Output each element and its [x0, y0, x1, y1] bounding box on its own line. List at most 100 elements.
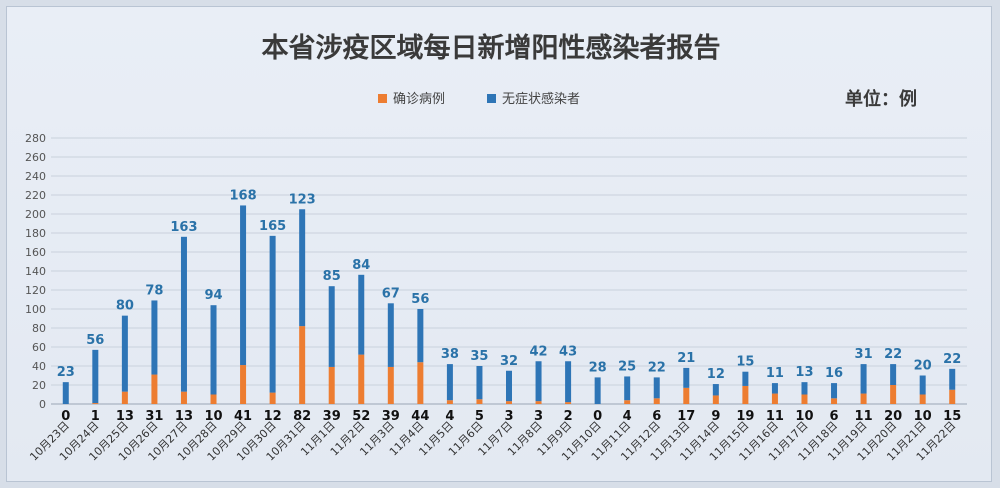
- bar-confirmed: [151, 374, 158, 404]
- bar-asymptomatic: [535, 361, 542, 402]
- y-tick-label: 220: [25, 189, 46, 202]
- bar-confirmed: [565, 402, 572, 404]
- bar-asymptomatic: [771, 383, 778, 394]
- data-label-asymptomatic: 22: [648, 360, 666, 375]
- bar-confirmed: [742, 385, 749, 404]
- bar-asymptomatic: [683, 367, 690, 388]
- data-label-asymptomatic: 31: [855, 347, 873, 362]
- data-label-asymptomatic: 80: [116, 299, 134, 314]
- data-label-asymptomatic: 85: [323, 269, 341, 284]
- data-label-confirmed: 17: [677, 409, 695, 424]
- bar-asymptomatic: [299, 209, 306, 327]
- data-label-asymptomatic: 32: [500, 354, 518, 369]
- bar-asymptomatic: [831, 383, 838, 399]
- legend-swatch-confirmed: [378, 94, 387, 103]
- data-label-asymptomatic: 35: [470, 349, 488, 364]
- data-label-confirmed: 31: [145, 409, 163, 424]
- data-label-confirmed: 0: [593, 409, 602, 424]
- data-label-asymptomatic: 56: [86, 333, 104, 348]
- bar-asymptomatic: [328, 286, 335, 367]
- data-label-confirmed: 39: [323, 409, 341, 424]
- data-label-asymptomatic: 12: [707, 367, 725, 382]
- y-tick-label: 180: [25, 227, 46, 240]
- bar-confirmed: [92, 403, 99, 404]
- data-label-confirmed: 6: [652, 409, 661, 424]
- data-label-asymptomatic: 13: [795, 365, 813, 380]
- bar-asymptomatic: [860, 364, 867, 394]
- data-label-confirmed: 10: [795, 409, 813, 424]
- bar-asymptomatic: [801, 382, 808, 395]
- data-label-asymptomatic: 94: [204, 288, 222, 303]
- bar-asymptomatic: [358, 274, 365, 355]
- bar-asymptomatic: [240, 205, 247, 366]
- bar-asymptomatic: [151, 300, 158, 375]
- bar-asymptomatic: [417, 309, 424, 363]
- y-tick-label: 140: [25, 265, 46, 278]
- data-label-asymptomatic: 23: [57, 365, 75, 380]
- gridlines: [51, 137, 967, 405]
- y-axis: 0 20 40 60 80 100 120 140 160 180 200 220 240 260 280: [25, 132, 46, 411]
- bar-asymptomatic: [594, 377, 601, 404]
- y-tick-label: 260: [25, 151, 46, 164]
- legend-swatch-asymptomatic: [487, 94, 496, 103]
- data-label-asymptomatic: 38: [441, 347, 459, 362]
- legend-label-asymptomatic: 无症状感染者: [502, 91, 580, 107]
- bar-confirmed: [712, 395, 719, 404]
- y-tick-label: 40: [32, 360, 46, 373]
- bar-confirmed: [890, 385, 897, 404]
- data-label-confirmed: 11: [855, 409, 873, 424]
- bar-asymptomatic: [446, 364, 453, 401]
- data-label-confirmed: 0: [61, 409, 70, 424]
- bar-asymptomatic: [506, 370, 512, 402]
- bar-confirmed: [624, 400, 631, 404]
- bar-asymptomatic: [269, 235, 276, 393]
- data-label-asymptomatic: 22: [884, 347, 902, 362]
- data-label-asymptomatic: 56: [411, 292, 429, 307]
- data-label-asymptomatic: 163: [170, 220, 197, 235]
- data-label-confirmed: 39: [382, 409, 400, 424]
- bar-asymptomatic: [653, 377, 660, 399]
- data-label-confirmed: 82: [293, 409, 311, 424]
- bar-confirmed: [860, 393, 867, 404]
- data-label-asymptomatic: 21: [677, 351, 695, 366]
- bar-confirmed: [387, 366, 394, 404]
- data-label-confirmed: 3: [534, 409, 543, 424]
- data-label-confirmed: 10: [204, 409, 222, 424]
- bar-confirmed: [771, 393, 778, 404]
- bar-confirmed: [240, 365, 247, 404]
- bar-asymptomatic: [565, 361, 572, 403]
- y-tick-label: 200: [25, 208, 46, 221]
- data-label-asymptomatic: 168: [229, 188, 256, 203]
- bar-confirmed: [121, 391, 128, 404]
- chart-frame: 本省涉疫区域每日新增阳性感染者报告 单位：例 确诊病例 无症状感染者 0 20 40…: [6, 6, 992, 482]
- data-label-confirmed: 44: [411, 409, 429, 424]
- bar-confirmed: [180, 391, 187, 404]
- bar-confirmed: [831, 398, 838, 404]
- bar-confirmed: [446, 400, 453, 404]
- data-label-confirmed: 9: [711, 409, 720, 424]
- data-label-confirmed: 2: [564, 409, 573, 424]
- data-label-asymptomatic: 43: [559, 344, 577, 359]
- bar-confirmed: [269, 392, 276, 404]
- data-label-confirmed: 3: [504, 409, 513, 424]
- y-tick-label: 240: [25, 170, 46, 183]
- bar-asymptomatic: [121, 315, 128, 392]
- bar-asymptomatic: [387, 303, 394, 367]
- bar-asymptomatic: [180, 236, 187, 392]
- bar-confirmed: [476, 399, 483, 404]
- bar-asymptomatic: [890, 364, 897, 385]
- bar-confirmed: [919, 394, 926, 404]
- y-tick-label: 60: [32, 341, 46, 354]
- bar-confirmed: [801, 394, 808, 404]
- bar-chart: 本省涉疫区域每日新增阳性感染者报告 单位：例 确诊病例 无症状感染者 02040…: [25, 32, 967, 463]
- bar-confirmed: [506, 401, 512, 404]
- data-label-confirmed: 12: [264, 409, 282, 424]
- data-label-confirmed: 11: [766, 409, 784, 424]
- data-label-asymptomatic: 15: [736, 355, 754, 370]
- bar-asymptomatic: [62, 382, 69, 404]
- data-labels: 2305618013783116313941016841165121238285…: [57, 188, 962, 424]
- bar-confirmed: [299, 326, 306, 404]
- bar-confirmed: [683, 387, 690, 404]
- y-tick-label: 80: [32, 322, 46, 335]
- data-label-asymptomatic: 20: [914, 359, 932, 374]
